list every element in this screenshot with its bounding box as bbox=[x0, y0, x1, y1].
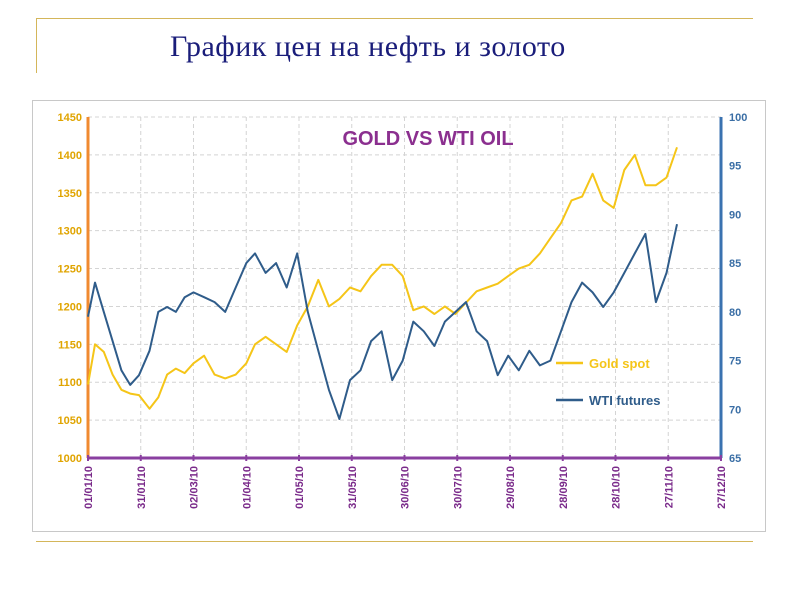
right-tick-label-3: 80 bbox=[729, 307, 741, 319]
right-tick-label-6: 95 bbox=[729, 161, 741, 173]
x-tick-label-11: 27/11/10 bbox=[663, 466, 675, 508]
right-tick-label-0: 65 bbox=[729, 453, 741, 465]
chart-title: GOLD VS WTI OIL bbox=[342, 128, 513, 150]
x-tick-label-0: 01/01/10 bbox=[83, 466, 95, 509]
left-tick-label-5: 1250 bbox=[58, 264, 82, 276]
left-tick-label-0: 1000 bbox=[58, 453, 82, 465]
series-line-gold-spot bbox=[87, 146, 678, 410]
x-tick-label-10: 28/10/10 bbox=[611, 466, 623, 509]
series-lines bbox=[87, 146, 678, 420]
x-tick-label-1: 31/01/10 bbox=[136, 466, 148, 509]
right-tick-label-1: 70 bbox=[729, 404, 741, 416]
chart-container: GOLD VS WTI OIL 1000 1050 1100 1150 1200 1250… bbox=[32, 100, 766, 532]
x-tick-label-3: 01/04/10 bbox=[241, 466, 253, 509]
frame-bottom-line bbox=[36, 541, 753, 542]
left-tick-label-7: 1350 bbox=[58, 188, 82, 200]
series-line-wti-futures bbox=[87, 223, 678, 420]
right-tick-label-5: 90 bbox=[729, 209, 741, 221]
left-tick-label-8: 1400 bbox=[58, 150, 82, 162]
x-tick-label-8: 29/08/10 bbox=[505, 466, 517, 509]
legend-label-0: Gold spot bbox=[589, 356, 650, 371]
x-tick-label-2: 02/03/10 bbox=[189, 466, 201, 509]
left-tick-label-4: 1200 bbox=[58, 301, 82, 313]
left-y-axis: 1000 1050 1100 1150 1200 1250 1300 1350 1400 1450 bbox=[58, 112, 90, 465]
x-tick-label-12: 27/12/10 bbox=[716, 466, 728, 509]
x-tick-label-5: 31/05/10 bbox=[347, 466, 359, 509]
frame-top-line bbox=[36, 18, 753, 19]
left-tick-label-6: 1300 bbox=[58, 226, 82, 238]
slide-title: График цен на нефть и золото bbox=[170, 30, 566, 63]
legend-label-1: WTI futures bbox=[589, 393, 661, 408]
right-tick-label-2: 75 bbox=[729, 356, 741, 368]
x-axis: 01/01/10 31/01/10 02/03/10 01/04/10 01/05/10… bbox=[83, 455, 728, 509]
x-tick-label-4: 01/05/10 bbox=[294, 466, 306, 509]
right-tick-label-7: 100 bbox=[729, 112, 747, 124]
right-tick-label-4: 85 bbox=[729, 258, 741, 270]
x-tick-label-9: 28/09/10 bbox=[558, 466, 570, 509]
x-tick-label-7: 30/07/10 bbox=[452, 466, 464, 509]
frame-left-line bbox=[36, 18, 37, 73]
left-tick-label-9: 1450 bbox=[58, 112, 82, 124]
chart-legend: Gold spot WTI futures bbox=[556, 356, 661, 408]
x-tick-label-6: 30/06/10 bbox=[400, 466, 412, 509]
chart-svg: GOLD VS WTI OIL 1000 1050 1100 1150 1200 1250… bbox=[58, 112, 748, 509]
left-tick-label-3: 1150 bbox=[58, 339, 82, 351]
right-y-axis: 65 70 75 80 85 90 95 100 bbox=[719, 112, 747, 465]
left-tick-label-1: 1050 bbox=[58, 415, 82, 427]
left-tick-label-2: 1100 bbox=[58, 377, 82, 389]
